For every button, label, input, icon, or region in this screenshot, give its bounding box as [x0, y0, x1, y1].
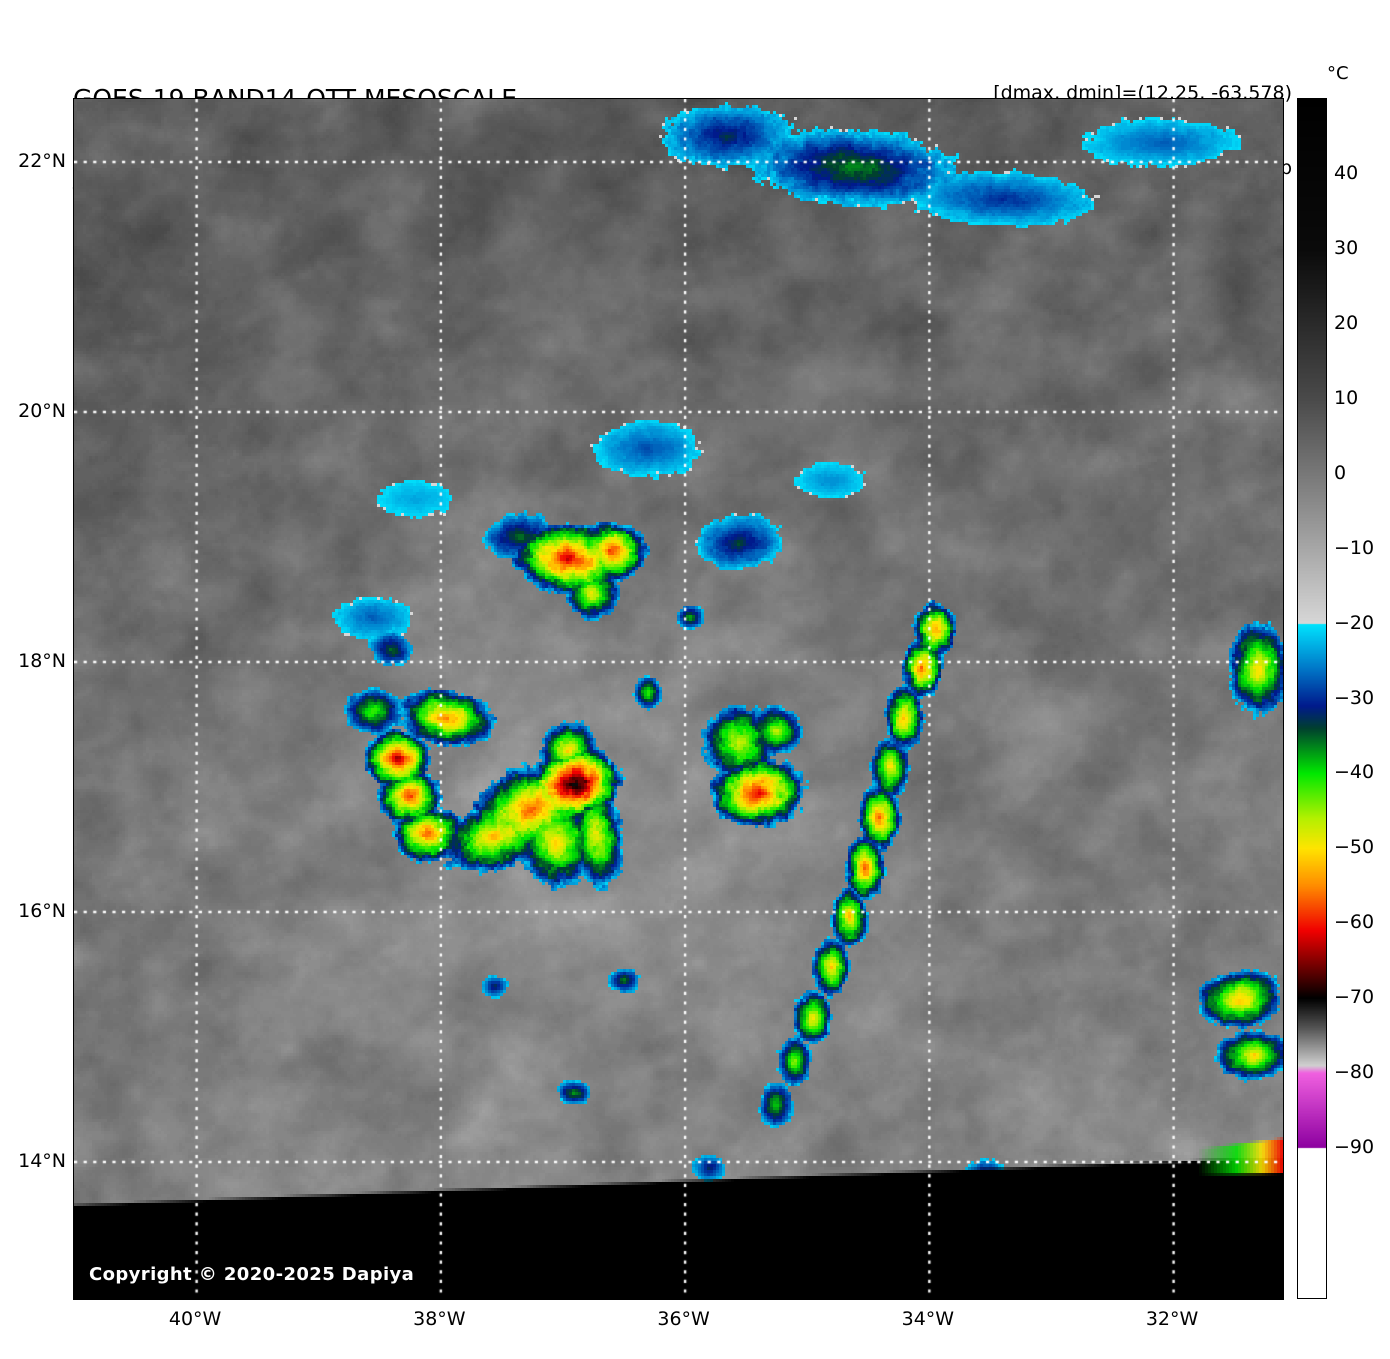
- colorbar-tick-label: −70: [1334, 986, 1375, 1009]
- colorbar-tick-label: 30: [1334, 236, 1359, 259]
- colorbar-unit-label: °C: [1327, 63, 1349, 84]
- colorbar-tick-label: −90: [1334, 1136, 1375, 1159]
- colorbar-gradient: [1298, 99, 1326, 1298]
- longitude-tick-label: 34°W: [901, 1308, 955, 1330]
- latitude-tick-label: 22°N: [18, 149, 66, 172]
- longitude-tick-label: 40°W: [168, 1308, 222, 1330]
- colorbar-tick-label: 40: [1334, 161, 1359, 184]
- latitude-tick-label: 16°N: [18, 899, 66, 922]
- colorbar-tick-label: 0: [1334, 461, 1347, 484]
- infrared-imagery-canvas: [74, 99, 1283, 1299]
- longitude-tick-label: 36°W: [657, 1308, 710, 1330]
- latitude-tick-label: 20°N: [18, 399, 66, 422]
- colorbar-tick-label: 10: [1334, 386, 1359, 409]
- colorbar-tick-label: −30: [1334, 686, 1375, 709]
- colorbar-tick-label: −20: [1334, 611, 1375, 634]
- colorbar-tick-label: −10: [1334, 536, 1375, 559]
- colorbar-tick-label: −50: [1334, 836, 1375, 859]
- colorbar-tick-label: 20: [1334, 311, 1359, 334]
- colorbar-tick-label: −40: [1334, 761, 1375, 784]
- temperature-colorbar[interactable]: [1297, 98, 1327, 1299]
- copyright-notice: Copyright © 2020-2025 Dapiya: [89, 1264, 415, 1285]
- longitude-tick-label: 38°W: [413, 1308, 466, 1330]
- longitude-tick-label: 32°W: [1145, 1308, 1199, 1330]
- latitude-tick-label: 14°N: [18, 1149, 66, 1172]
- colorbar-tick-label: −80: [1334, 1061, 1375, 1084]
- satellite-map[interactable]: Copyright © 2020-2025 Dapiya: [73, 98, 1284, 1300]
- latitude-tick-label: 18°N: [18, 649, 66, 672]
- colorbar-tick-label: −60: [1334, 911, 1375, 934]
